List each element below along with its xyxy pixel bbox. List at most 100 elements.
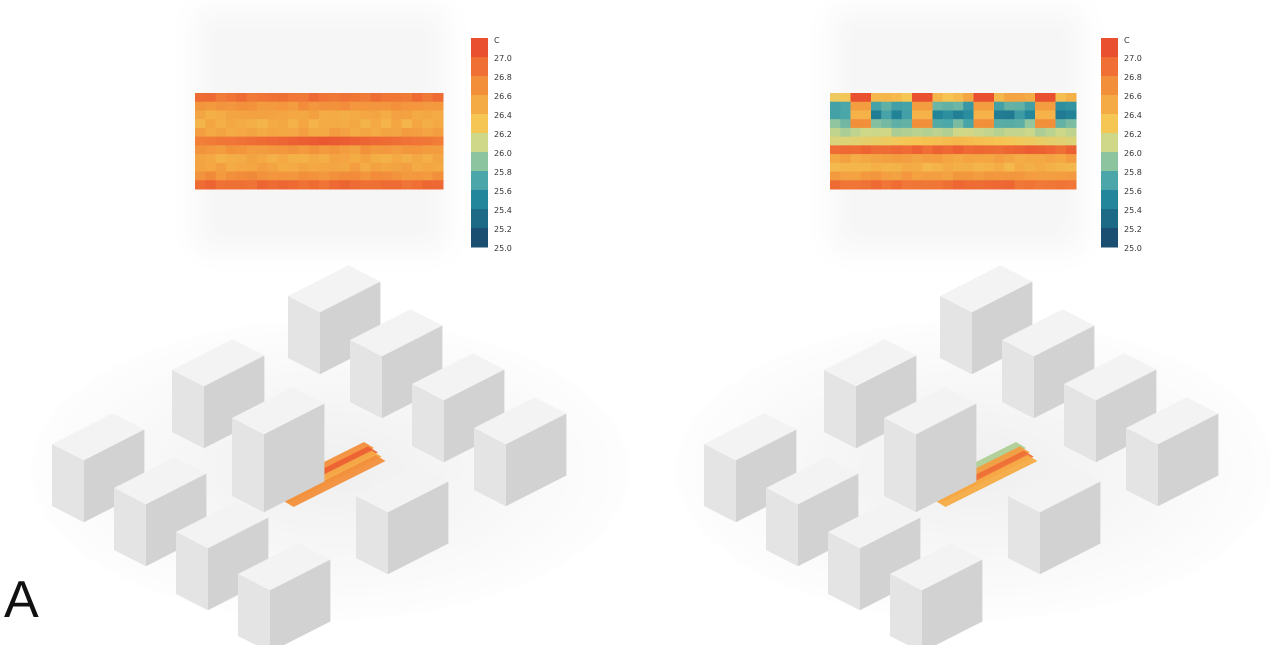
heatmap-cell (401, 110, 413, 120)
heatmap-cell (215, 180, 227, 190)
heatmap-cell (432, 119, 444, 129)
building-face (505, 413, 567, 507)
heatmap-cell (983, 136, 995, 146)
heatmap-cell (195, 180, 206, 190)
heatmap-cell (891, 171, 903, 181)
heatmap-cell (277, 136, 289, 146)
building-face (114, 488, 146, 567)
building-block (1008, 465, 1101, 575)
heatmap-cell (1024, 119, 1036, 129)
building-block (238, 543, 331, 645)
heatmap-cell (860, 101, 872, 111)
heatmap-cell (1004, 127, 1015, 138)
heatmap-cell (308, 119, 320, 129)
heatmap-cell (840, 119, 851, 129)
heatmap-cell (912, 119, 923, 129)
heatmap-cell (226, 93, 237, 103)
heatmap-cell (1065, 180, 1077, 190)
heatmap-cell (381, 154, 392, 164)
heatmap-cell (932, 171, 944, 181)
heatmap-cell (932, 93, 944, 103)
legend-swatch (471, 171, 488, 191)
heatmap-cell (840, 127, 851, 138)
heatmap-cell (901, 171, 913, 181)
heatmap-cell (205, 154, 217, 164)
heatmap-cell (329, 162, 341, 173)
heatmap-cell (288, 127, 299, 138)
heatmap-cell (246, 110, 258, 120)
legend-tick-label: 26.0 (1124, 149, 1142, 158)
building-face (890, 574, 922, 645)
heatmap-cell (891, 180, 903, 190)
legend-tick-label: 27.0 (494, 54, 512, 63)
heatmap-cell (1035, 127, 1046, 138)
heatmap-cell (215, 154, 227, 164)
heatmap-cell (891, 127, 903, 138)
color-legend-right: C 27.0 26.8 26.6 26.4 26.2 26.0 25.8 25.6 25.4 25.… (1101, 36, 1142, 253)
heatmap-cell (288, 171, 299, 181)
heatmap-cell (288, 180, 299, 190)
heatmap-cell (329, 110, 341, 120)
heatmap-cell (422, 127, 434, 138)
heatmap-cell (422, 171, 434, 181)
building-block (474, 397, 567, 507)
heatmap-cell (840, 145, 851, 155)
heatmap-cell (360, 154, 372, 164)
heatmap-cell (267, 180, 279, 190)
courtyard-heat-strip (283, 455, 386, 508)
heatmap-cell (840, 180, 851, 190)
heatmap-cell (973, 154, 985, 164)
heatmap-cell (1024, 110, 1036, 120)
heatmap-cell (1035, 119, 1046, 129)
building-roof (824, 339, 917, 387)
heatmap-cell (257, 136, 268, 146)
heatmap-cell (381, 119, 392, 129)
heatmap-cell (412, 119, 423, 129)
legend-tick-label: 26.6 (1124, 92, 1142, 101)
heatmap-cell (257, 180, 268, 190)
heatmap-cell (215, 145, 227, 155)
heatmap-cell (994, 145, 1005, 155)
heatmap-cell (912, 136, 923, 146)
heatmap-cell (1035, 101, 1046, 111)
heatmap-cell (195, 119, 206, 129)
heatmap-cell (350, 119, 361, 129)
legend-unit-label: C (1124, 36, 1130, 45)
heatmap-cell (891, 101, 903, 111)
heatmap-cell (912, 93, 923, 103)
heatmap-cell (412, 127, 423, 138)
heatmap-cell (308, 180, 320, 190)
heatmap-cell (422, 136, 434, 146)
heatmap-cell (1055, 101, 1067, 111)
legend-swatch (1101, 133, 1118, 153)
heatmap-cell (830, 180, 841, 190)
building-face (238, 574, 270, 645)
heatmap-cell (891, 110, 903, 120)
heatmap-cell (1024, 145, 1036, 155)
heatmap-cell (432, 101, 444, 111)
heatmap-cell (215, 101, 227, 111)
heatmap-cell (277, 171, 289, 181)
heatmap-cell (350, 180, 361, 190)
heatmap-cell (983, 162, 995, 173)
heatmap-cell (912, 110, 923, 120)
heatmap-cell (339, 145, 351, 155)
heatmap-cell (308, 145, 320, 155)
heatmap-cell (1045, 93, 1056, 103)
heatmap-cell (830, 136, 841, 146)
heatmap-cell (381, 127, 392, 138)
heatmap-cell (319, 162, 330, 173)
heatmap-cell (922, 136, 933, 146)
heatmap-cell (401, 180, 413, 190)
heatmap-cell (932, 101, 944, 111)
legend-swatch (471, 209, 488, 229)
building-block (884, 387, 977, 513)
heatmap-cell (1024, 101, 1036, 111)
heatmap-cell (360, 119, 372, 129)
heatmap-cell (901, 119, 913, 129)
heatmap-cell (983, 145, 995, 155)
legend-tick-label: 25.4 (1124, 206, 1142, 215)
heatmap-cell (391, 127, 403, 138)
heatmap-cell (1065, 162, 1077, 173)
heatmap-cell (1055, 110, 1067, 120)
